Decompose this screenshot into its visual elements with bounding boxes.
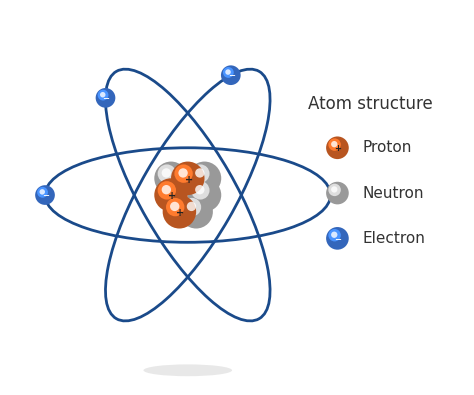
Circle shape xyxy=(331,231,337,238)
Circle shape xyxy=(179,195,213,229)
Text: Neutron: Neutron xyxy=(362,186,424,201)
Circle shape xyxy=(223,67,234,78)
Circle shape xyxy=(155,178,188,212)
Circle shape xyxy=(163,195,196,229)
Circle shape xyxy=(187,202,196,211)
Circle shape xyxy=(191,181,210,199)
Text: Atom structure: Atom structure xyxy=(308,96,432,113)
Circle shape xyxy=(171,162,204,195)
Circle shape xyxy=(326,227,349,250)
Circle shape xyxy=(191,164,210,183)
Text: −: − xyxy=(102,94,109,103)
Circle shape xyxy=(188,178,221,212)
Text: +: + xyxy=(168,192,176,201)
Text: −: − xyxy=(42,191,49,200)
Circle shape xyxy=(326,136,349,159)
Circle shape xyxy=(96,88,115,108)
Circle shape xyxy=(326,182,349,204)
Circle shape xyxy=(331,141,337,147)
Text: Electron: Electron xyxy=(362,231,425,246)
Ellipse shape xyxy=(144,365,232,376)
Circle shape xyxy=(174,164,193,183)
Circle shape xyxy=(158,181,176,199)
Circle shape xyxy=(328,138,341,151)
Circle shape xyxy=(37,187,48,198)
Text: +: + xyxy=(184,175,192,184)
Circle shape xyxy=(35,185,55,205)
Circle shape xyxy=(221,65,241,85)
Text: +: + xyxy=(176,208,184,218)
Circle shape xyxy=(166,198,184,216)
Circle shape xyxy=(162,185,171,194)
Circle shape xyxy=(225,69,231,75)
Text: −: − xyxy=(228,71,235,81)
Circle shape xyxy=(170,202,179,211)
Circle shape xyxy=(328,184,341,196)
Circle shape xyxy=(195,185,204,194)
Circle shape xyxy=(100,92,106,98)
Text: +: + xyxy=(335,144,341,153)
Circle shape xyxy=(158,164,176,183)
Text: Proton: Proton xyxy=(362,140,411,155)
Circle shape xyxy=(331,186,337,193)
Circle shape xyxy=(188,162,221,195)
Circle shape xyxy=(155,162,188,195)
Circle shape xyxy=(98,90,109,100)
Circle shape xyxy=(178,168,188,178)
Circle shape xyxy=(162,168,171,178)
Text: −: − xyxy=(335,235,341,244)
Circle shape xyxy=(195,168,204,178)
Circle shape xyxy=(39,189,45,195)
Circle shape xyxy=(183,198,201,216)
Circle shape xyxy=(328,229,341,241)
